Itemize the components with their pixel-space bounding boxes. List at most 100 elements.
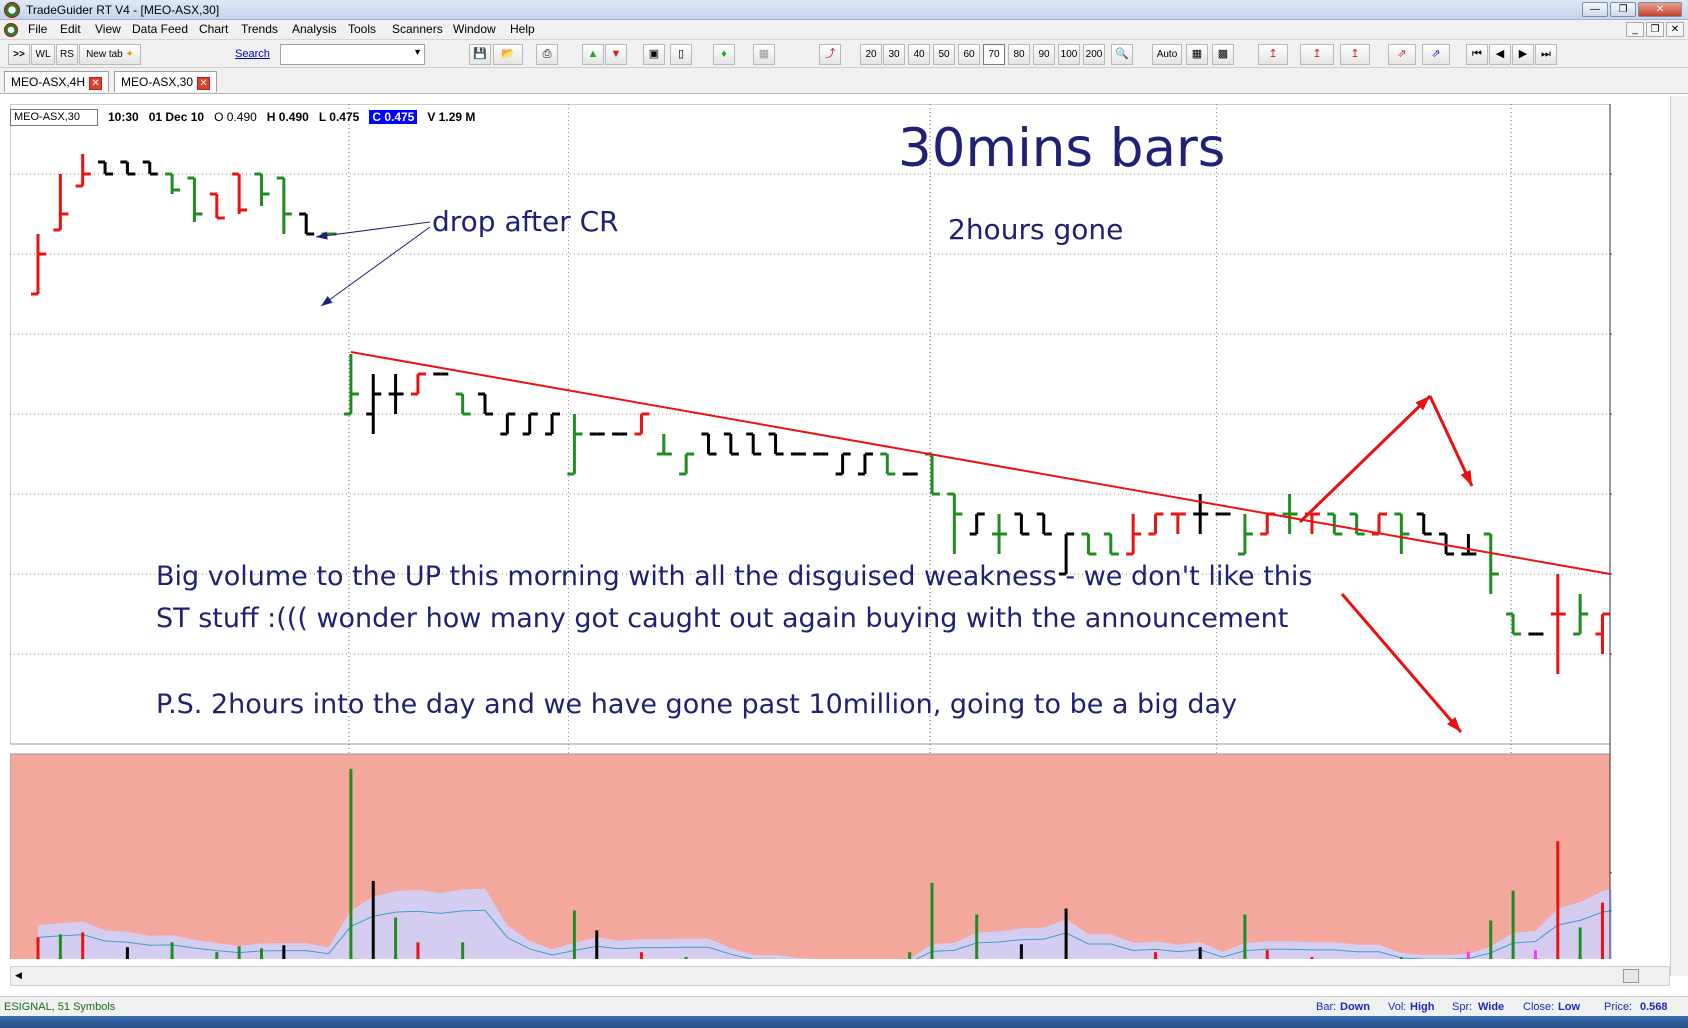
watchlist-button[interactable]: WL xyxy=(31,44,55,65)
bar-volume: V 1.29 M xyxy=(427,110,476,124)
close-icon[interactable]: ✕ xyxy=(197,77,211,90)
close-icon[interactable]: ✕ xyxy=(89,77,103,90)
menu-tools[interactable]: Tools xyxy=(348,22,377,36)
price-pane xyxy=(9,103,1611,745)
spread-status: Wide xyxy=(1478,1001,1505,1013)
feed-status: ESIGNAL, 51 Symbols xyxy=(4,1001,116,1013)
scroll-left-icon[interactable]: ◀ xyxy=(15,970,22,980)
annotation-arrow-drop-2-head xyxy=(321,296,333,306)
symbol-dropdown[interactable]: ▼ xyxy=(280,44,425,65)
vertical-scrollbar[interactable] xyxy=(1670,96,1688,976)
tab-meo-asx-4h[interactable]: MEO-ASX,4H ✕ xyxy=(4,71,110,92)
save-icon[interactable]: 💾 xyxy=(469,44,491,65)
bar-compare-icon[interactable]: ▣ xyxy=(643,44,665,65)
mdi-minimize-button[interactable]: _ xyxy=(1626,22,1644,37)
menu-view[interactable]: View xyxy=(95,22,121,36)
period-200-button[interactable]: 200 xyxy=(1083,44,1105,65)
scroll-thumb[interactable] xyxy=(1623,969,1639,983)
bar-status-label: Bar: xyxy=(1316,1001,1337,1013)
tab-label: MEO-ASX,30 xyxy=(121,75,194,89)
period-50-button[interactable]: 50 xyxy=(933,44,955,65)
next-icon[interactable]: ▶ xyxy=(1512,44,1534,65)
search-link[interactable]: Search xyxy=(235,48,270,60)
period-100-button[interactable]: 100 xyxy=(1058,44,1080,65)
grid-icon[interactable]: ▦ xyxy=(753,44,775,65)
menu-help[interactable]: Help xyxy=(510,22,535,36)
period-60-button[interactable]: 60 xyxy=(958,44,980,65)
scan-icon[interactable]: ⇗ xyxy=(1422,44,1450,65)
period-90-button[interactable]: 90 xyxy=(1033,44,1055,65)
title-bar: TradeGuider RT V4 - [MEO-ASX,30] — ❐ ✕ xyxy=(0,0,1688,20)
annotation-arrow-up-head xyxy=(1415,396,1430,411)
trend-channel-icon[interactable]: ↥ xyxy=(1340,44,1370,65)
annotation-arrow-down xyxy=(1428,395,1474,487)
mdi-close-button[interactable]: ✕ xyxy=(1666,22,1684,37)
restore-button[interactable]: ❐ xyxy=(1610,2,1636,17)
print-icon[interactable]: ⎙ xyxy=(536,44,558,65)
open-folder-icon[interactable]: 📂 xyxy=(493,44,523,65)
vol-status-label: Vol: xyxy=(1388,1001,1407,1013)
tab-meo-asx-30[interactable]: MEO-ASX,30 ✕ xyxy=(114,71,218,92)
last-icon[interactable]: ⏭ xyxy=(1535,44,1557,65)
chevron-down-icon: ▼ xyxy=(413,47,422,57)
price-volume-chart[interactable]: 0.60.580.560.540.520.50.48992.50 k09:001… xyxy=(9,103,1661,990)
menu-data-feed[interactable]: Data Feed xyxy=(132,22,189,36)
price-status: 0.568 xyxy=(1640,1001,1668,1013)
bar-high: H 0.490 xyxy=(266,110,309,124)
minimize-button[interactable]: — xyxy=(1582,2,1608,17)
bar-low: L 0.475 xyxy=(318,110,360,124)
menu-analysis[interactable]: Analysis xyxy=(292,22,337,36)
first-icon[interactable]: ⏮ xyxy=(1466,44,1488,65)
horizontal-scrollbar[interactable]: ◀ xyxy=(10,966,1670,986)
menu-chart[interactable]: Chart xyxy=(199,22,229,36)
pin-icon[interactable]: ⤴ xyxy=(819,44,841,65)
app-menu-icon[interactable] xyxy=(4,23,18,37)
new-tab-button[interactable]: New tab ✦ xyxy=(79,44,141,65)
period-70-button[interactable]: 70 xyxy=(983,44,1005,65)
indicator-icon[interactable]: ⇗ xyxy=(1388,44,1416,65)
menu-trends[interactable]: Trends xyxy=(241,22,278,36)
zoom-icon[interactable]: 🔍 xyxy=(1111,44,1133,65)
close-button[interactable]: ✕ xyxy=(1638,2,1682,17)
menu-file[interactable]: File xyxy=(28,22,48,36)
annotation-line-1: Big volume to the UP this morning with a… xyxy=(156,561,1313,592)
trend-menu-icon[interactable]: ↥ xyxy=(1300,44,1334,65)
annotation-arrow-drop-1 xyxy=(315,221,431,238)
layout-icon[interactable]: ▩ xyxy=(1212,44,1234,65)
ohlc-icon[interactable]: ▯ xyxy=(670,44,692,65)
mdi-restore-button[interactable]: ❐ xyxy=(1646,22,1664,37)
bar-up-icon[interactable]: ▲ xyxy=(582,44,604,65)
menu-scanners[interactable]: Scanners xyxy=(392,22,443,36)
symbol-input[interactable]: MEO-ASX,30 xyxy=(10,108,98,126)
bar-time: 10:30 xyxy=(108,110,139,124)
window-title: TradeGuider RT V4 - [MEO-ASX,30] xyxy=(26,3,220,17)
bar-close: C 0.475 xyxy=(369,110,418,124)
trend-line xyxy=(350,351,1611,575)
period-20-button[interactable]: 20 xyxy=(860,44,882,65)
auto-button[interactable]: Auto xyxy=(1152,44,1182,65)
tab-label: MEO-ASX,4H xyxy=(11,75,86,89)
signal-icon[interactable]: ♦ xyxy=(713,44,735,65)
annotation-line-3: P.S. 2hours into the day and we have gon… xyxy=(156,689,1238,720)
period-80-button[interactable]: 80 xyxy=(1008,44,1030,65)
chart-panel[interactable]: 0.60.580.560.540.520.50.48992.50 k09:001… xyxy=(9,103,1661,990)
annotation-title: 30mins bars xyxy=(898,118,1226,179)
bar-down-icon[interactable]: ▼ xyxy=(605,44,627,65)
menu-window[interactable]: Window xyxy=(453,22,496,36)
annotation-arrow-drop-1-head xyxy=(316,231,328,240)
vol-status: High xyxy=(1410,1001,1435,1013)
period-40-button[interactable]: 40 xyxy=(908,44,930,65)
table-icon[interactable]: ▦ xyxy=(1186,44,1208,65)
annotation-arrow-down-head xyxy=(1460,470,1472,486)
menu-edit[interactable]: Edit xyxy=(60,22,81,36)
period-30-button[interactable]: 30 xyxy=(883,44,905,65)
expand-icon[interactable]: >> xyxy=(8,44,30,65)
annotation-arrow-volume xyxy=(1340,593,1463,733)
bar-date: 01 Dec 10 xyxy=(148,110,205,124)
rs-button[interactable]: RS xyxy=(56,44,78,65)
previous-icon[interactable]: ◀ xyxy=(1489,44,1511,65)
star-icon: ✦ xyxy=(125,49,134,60)
annotation-subtitle: 2hours gone xyxy=(948,213,1124,246)
trend-icon[interactable]: ↥ xyxy=(1258,44,1288,65)
menu-bar: File Edit View Data Feed Chart Trends An… xyxy=(0,20,1688,40)
